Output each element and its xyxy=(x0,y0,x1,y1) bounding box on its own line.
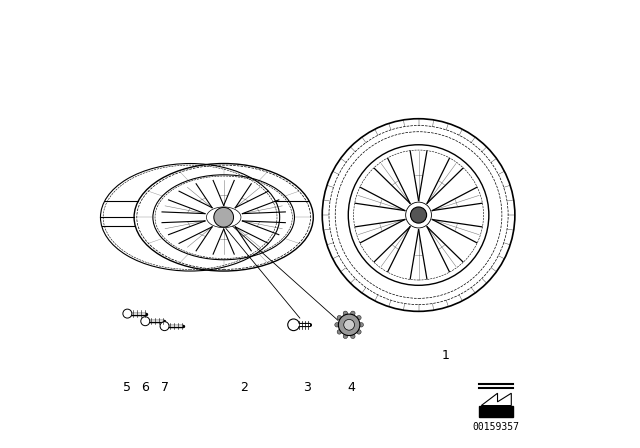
Circle shape xyxy=(344,319,355,330)
Circle shape xyxy=(351,334,355,339)
Text: 7: 7 xyxy=(161,381,170,394)
Text: 5: 5 xyxy=(124,381,131,394)
Circle shape xyxy=(359,323,364,327)
Text: 4: 4 xyxy=(348,381,355,394)
Circle shape xyxy=(339,314,360,336)
Circle shape xyxy=(214,207,234,227)
Circle shape xyxy=(337,330,342,334)
Text: 2: 2 xyxy=(240,381,248,394)
Circle shape xyxy=(141,317,150,326)
Text: 00159357: 00159357 xyxy=(472,422,519,432)
Circle shape xyxy=(343,311,348,315)
Polygon shape xyxy=(481,393,511,405)
Circle shape xyxy=(335,323,339,327)
Circle shape xyxy=(343,334,348,339)
Circle shape xyxy=(356,315,361,320)
Circle shape xyxy=(356,330,361,334)
Circle shape xyxy=(160,322,169,331)
Circle shape xyxy=(288,319,300,331)
Text: 3: 3 xyxy=(303,381,310,394)
Circle shape xyxy=(123,309,132,318)
Circle shape xyxy=(410,207,427,223)
Circle shape xyxy=(351,311,355,315)
Circle shape xyxy=(337,315,342,320)
Text: 1: 1 xyxy=(442,349,449,362)
Text: 6: 6 xyxy=(141,381,149,394)
FancyBboxPatch shape xyxy=(479,406,513,417)
